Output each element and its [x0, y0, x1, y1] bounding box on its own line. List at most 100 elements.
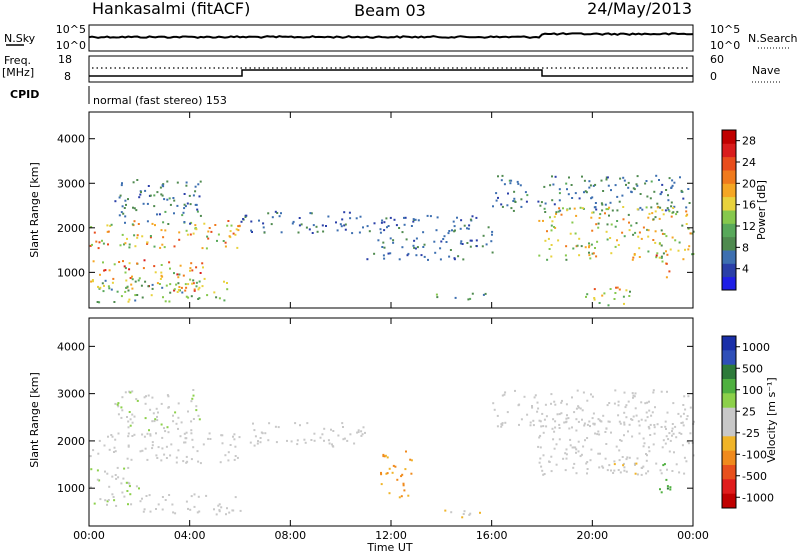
range-cell — [162, 296, 164, 299]
range-cell — [536, 401, 539, 404]
range-cell — [454, 296, 457, 299]
range-cell — [685, 418, 688, 421]
range-cell — [627, 400, 630, 403]
range-cell — [529, 421, 532, 424]
range-cell — [513, 190, 516, 193]
range-cell — [448, 255, 451, 258]
range-cell — [122, 477, 125, 480]
range-cell — [550, 229, 553, 232]
range-cell — [147, 394, 150, 397]
range-cell — [141, 235, 144, 238]
range-cell — [412, 218, 415, 221]
range-cell — [361, 433, 364, 436]
range-cell — [400, 475, 403, 478]
range-cell — [268, 422, 271, 425]
range-cell — [588, 244, 591, 247]
range-cell — [678, 431, 681, 434]
range-cell — [144, 447, 147, 450]
range-cell — [571, 426, 573, 429]
range-cell — [175, 283, 178, 286]
range-cell — [197, 288, 200, 291]
range-cell — [457, 255, 460, 258]
range-cell — [124, 290, 127, 293]
range-cell — [685, 460, 688, 463]
range-cell — [686, 415, 689, 418]
range-cell — [146, 242, 149, 245]
colorbar-tick-label: -25 — [742, 427, 760, 440]
range-cell — [445, 241, 448, 243]
range-cell — [549, 184, 552, 187]
range-cell — [646, 454, 648, 457]
range-cell — [181, 214, 184, 217]
range-cell — [90, 468, 93, 471]
range-cell — [583, 422, 586, 425]
range-cell — [163, 198, 166, 201]
range-cell — [349, 217, 352, 220]
colorbar-swatch — [722, 364, 736, 380]
range-cell — [636, 473, 639, 476]
range-cell — [686, 213, 689, 216]
range-cell — [647, 425, 650, 428]
range-cell — [539, 434, 542, 437]
range-cell — [106, 224, 109, 227]
range-cell — [613, 460, 616, 463]
range-cell — [199, 214, 202, 217]
range-cell — [671, 179, 674, 182]
range-cell — [189, 203, 192, 206]
colorbar-tick-label: -100 — [742, 448, 767, 461]
range-cell — [240, 220, 243, 223]
range-cell — [305, 226, 308, 229]
range-cell — [678, 471, 681, 474]
range-cell — [581, 175, 583, 178]
range-cell — [123, 243, 125, 246]
range-cell — [410, 472, 413, 475]
range-cell — [623, 434, 625, 437]
range-cell — [256, 442, 259, 445]
range-cell — [573, 207, 576, 210]
colorbar-tick-label: 8 — [742, 241, 749, 254]
range-cell — [225, 513, 227, 516]
range-cell — [596, 240, 599, 243]
range-cell — [593, 298, 596, 301]
range-cell — [111, 475, 114, 478]
range-cell — [628, 221, 630, 224]
range-cell — [164, 229, 167, 232]
range-cell — [180, 286, 183, 289]
range-cell — [142, 267, 145, 270]
range-cell — [274, 210, 277, 213]
range-cell — [668, 450, 671, 453]
range-cell — [569, 232, 572, 235]
range-cell — [659, 488, 661, 491]
range-cell — [227, 459, 230, 462]
range-cell — [586, 293, 589, 296]
range-cell — [113, 263, 116, 266]
range-cell — [155, 432, 157, 435]
range-cell — [143, 259, 146, 262]
range-cell — [392, 241, 395, 244]
colorbar-swatch — [722, 422, 736, 437]
range-cell — [296, 443, 299, 446]
range-cell — [553, 430, 556, 433]
range-cell — [176, 181, 179, 184]
range-cell — [121, 409, 124, 412]
range-cell — [591, 196, 594, 199]
range-cell — [185, 184, 188, 187]
range-cell — [633, 188, 636, 191]
range-cell — [625, 289, 628, 292]
range-cell — [190, 295, 193, 298]
range-cell — [360, 434, 363, 437]
range-cell — [571, 197, 574, 199]
range-cell — [96, 301, 99, 303]
range-cell — [623, 421, 626, 424]
range-cell — [134, 280, 137, 283]
range-cell — [131, 278, 134, 281]
range-cell — [597, 222, 600, 225]
colorbar-tick-label: 20 — [742, 177, 756, 190]
range-cell — [303, 438, 306, 441]
range-cell — [380, 473, 383, 476]
range-cell — [127, 420, 130, 423]
range-cell — [594, 247, 596, 249]
y-tick-label: 4000 — [57, 133, 85, 146]
range-cell — [89, 244, 92, 247]
